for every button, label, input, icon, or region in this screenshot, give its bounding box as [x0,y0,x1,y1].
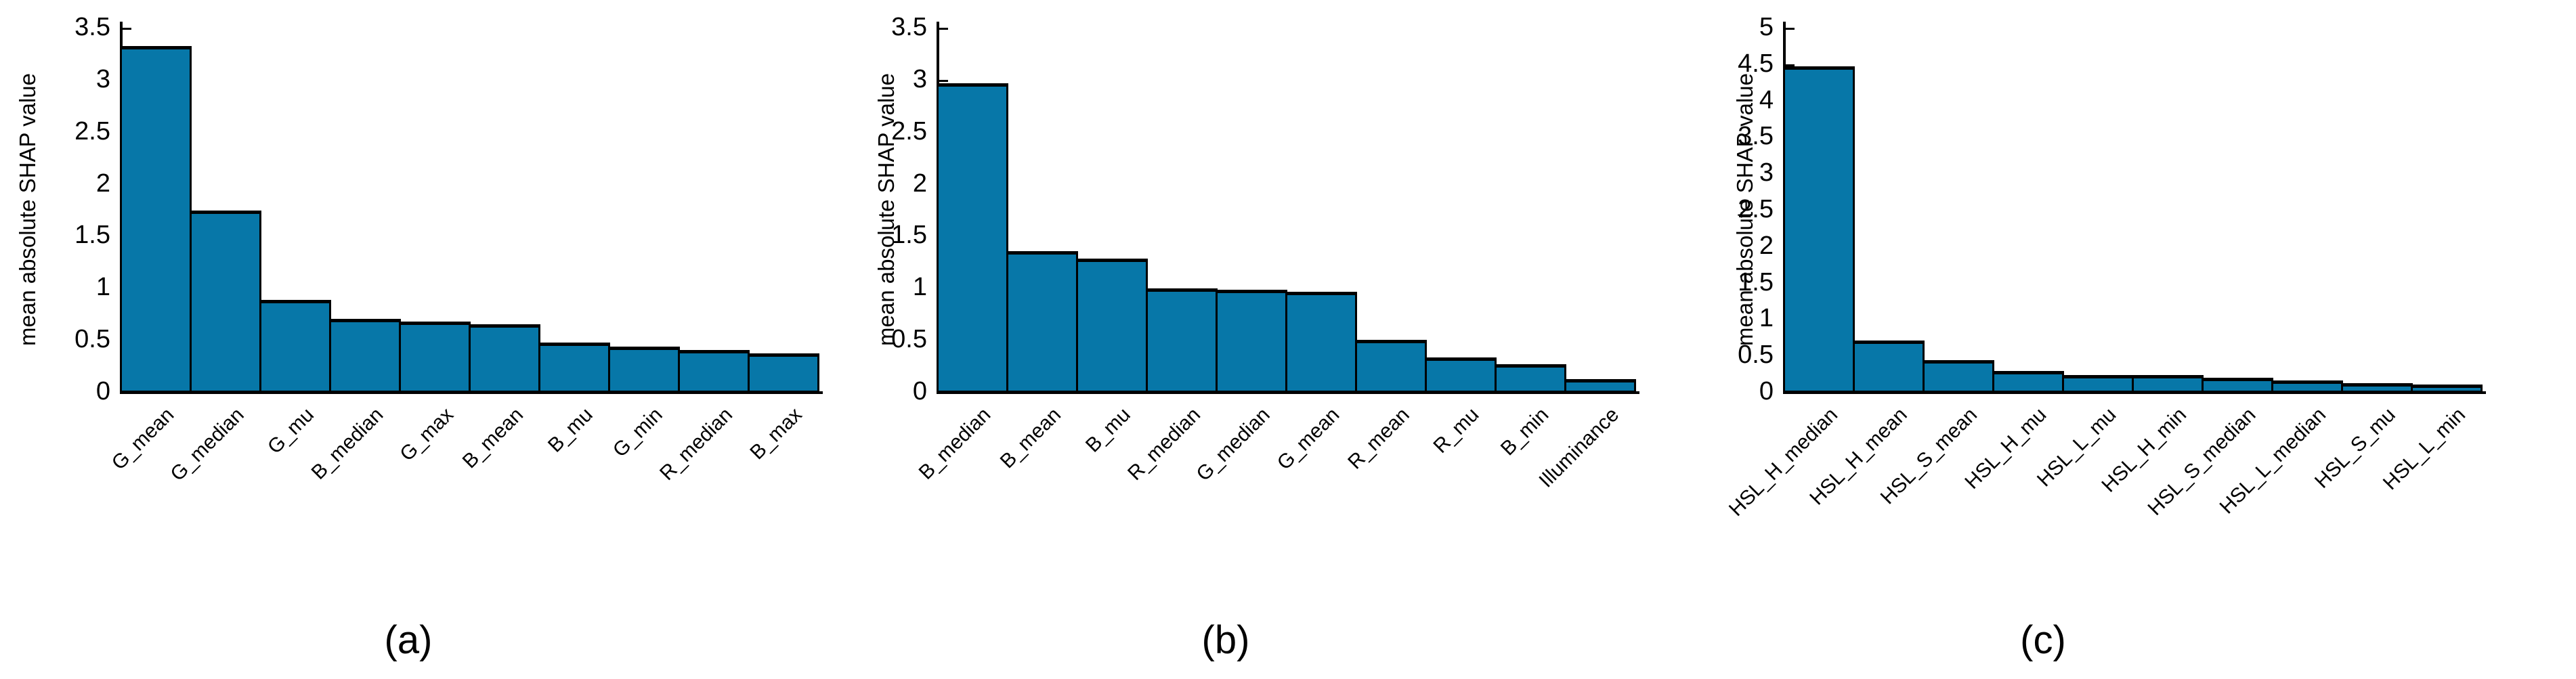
y-tick-label: 0.5 [74,324,110,353]
chart-b: mean absolute SHAP value 3.5 3 2.5 2 1.5 1 0.5… [859,0,1717,679]
x-tick-label-text: G_min [609,403,667,462]
chart-a: mean absolute SHAP value 3.5 3 2.5 2 1.5 1 0.5… [0,0,859,679]
bar [608,347,680,393]
x-tick-label-text: B_max [746,403,807,464]
plot-area: 5 4.5 4 3.5 3 2.5 2 1.5 1 0.5 0 HSL_H_median HSL_H_m… [1725,0,2486,521]
x-tick-label-text: R_mean [1344,403,1414,474]
bar [2271,380,2343,393]
y-tick-label: 1.5 [74,221,110,250]
bar [678,350,750,393]
y-tick-label: 3 [1759,158,1774,187]
y-tick-label: 0.5 [1738,340,1774,369]
x-tick-label-text: G_mu [263,403,318,459]
x-tick-label-text: B_mu [1081,403,1135,457]
x-axis-line [937,391,1639,394]
y-axis-label: mean absolute SHAP value [15,73,40,347]
y-tick-label: 0.5 [891,324,927,353]
bar [1006,251,1078,393]
y-tick-label: 1 [912,273,927,302]
bar [937,83,1008,393]
x-tick-label-text: G_median [1192,403,1274,486]
x-tick-label-text: R_mu [1429,403,1484,458]
y-tick-label: 1 [1759,304,1774,333]
y-tick [937,392,948,394]
x-tick-label-text: G_median [166,403,249,486]
y-tick [120,392,131,394]
y-tick-label: 4 [1759,85,1774,114]
bar [1992,371,2064,393]
bar [1495,364,1566,393]
plot-area: 3.5 3 2.5 2 1.5 1 0.5 0 G_mean G_median G_mu B_medi… [74,0,823,485]
x-tick-label-text: G_mean [1273,403,1344,475]
x-tick-label-text: B_mu [544,403,597,457]
x-tick-label-text: R_median [655,403,737,485]
y-tick-label: 2.5 [1738,194,1774,223]
bar [1425,357,1497,393]
bar [120,46,192,393]
y-tick [937,79,948,82]
y-tick-label: 2.5 [891,116,927,146]
bar [748,353,819,393]
bar [1146,288,1218,393]
bar [1285,292,1357,393]
x-tick-label-text: B_min [1497,403,1553,460]
y-tick-label: 3.5 [74,12,110,41]
y-tick-label: 3.5 [1738,122,1774,151]
x-tick-label-text: G_mean [108,403,179,475]
x-tick-label-text: B_median [307,403,388,484]
y-tick-label: 1.5 [1738,267,1774,297]
y-tick-label: 5 [1759,12,1774,41]
x-tick-label-text: R_median [1123,403,1205,485]
y-tick-label: 2.5 [74,116,110,146]
y-tick [1783,28,1795,30]
y-tick [937,28,948,30]
bar [2062,375,2134,393]
bar [1853,341,1925,393]
subfigure-caption: (c) [2020,618,2066,662]
y-tick-label: 3 [912,64,927,93]
y-tick [1783,64,1795,66]
subfigure-caption: (a) [384,618,433,662]
x-axis-line [1783,391,2486,394]
y-tick [1783,392,1795,394]
y-tick [120,28,131,30]
bar [399,322,471,393]
bar [1923,360,1994,393]
x-tick-label-text: B_median [914,403,995,484]
y-tick-label: 0 [912,376,927,406]
y-tick-label: 1.5 [891,221,927,250]
bar [1564,379,1636,393]
bar [259,300,331,393]
y-tick-label: 2 [912,169,927,198]
bar [2411,385,2483,393]
y-tick-label: 1 [95,273,110,302]
x-axis-line [120,391,823,394]
bar [1216,290,1287,393]
bar [2341,383,2413,393]
y-tick-label: 0 [1759,376,1774,406]
plot-area: 3.5 3 2.5 2 1.5 1 0.5 0 B_median B_mean B_mu R_medi… [891,0,1639,492]
bar [1076,259,1148,393]
y-tick-label: 4.5 [1738,49,1774,78]
bar [329,319,401,393]
bar [2132,375,2204,393]
bar [1783,66,1855,393]
y-tick-label: 2 [1759,231,1774,260]
subfigure-caption: (b) [1201,618,1250,662]
y-tick-label: 3 [95,64,110,93]
bar [538,343,610,393]
x-tick-label-text: B_mean [458,403,528,473]
bar [1355,340,1427,393]
x-tick-label-text: B_mean [995,403,1065,473]
y-tick-label: 0 [95,376,110,406]
chart-c: mean absolute SHAP value 5 4.5 4 3.5 3 2.5 2 1.… [1717,0,2576,679]
bar [469,324,540,393]
y-tick-label: 2 [95,169,110,198]
bar [2202,378,2273,393]
bar [190,211,261,393]
x-tick-label-text: G_max [395,403,458,466]
y-tick-label: 3.5 [891,12,927,41]
